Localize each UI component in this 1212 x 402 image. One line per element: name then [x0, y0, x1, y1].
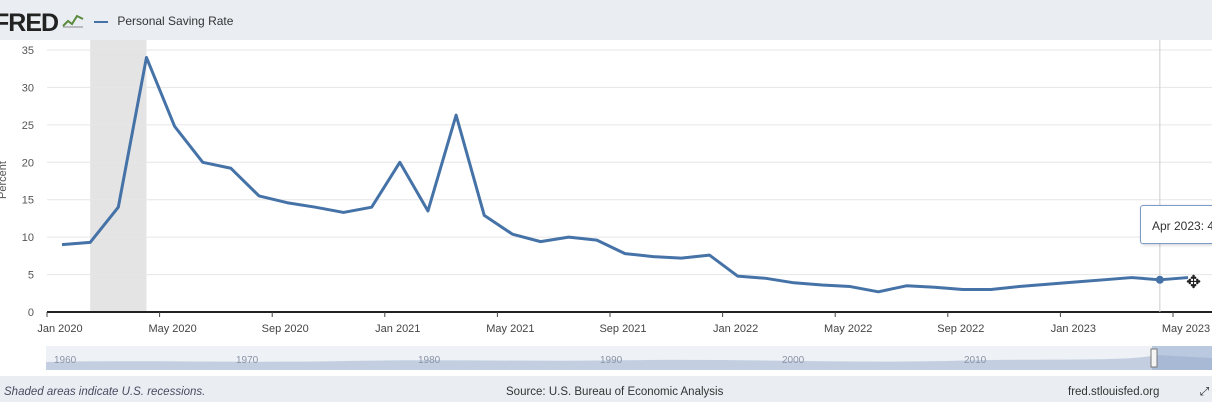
y-tick-label: 5 — [28, 270, 34, 282]
navigator-label: 2000 — [782, 355, 805, 366]
fred-logo: FRED — [0, 9, 59, 37]
line-chart[interactable]: 0 5 10 15 20 25 30 35 Percent Jan 2020 May 2020 Sep… — [0, 40, 1212, 346]
x-tick-label: Jan 2022 — [713, 323, 758, 335]
site-link[interactable]: fred.stlouisfed.org — [1068, 386, 1160, 398]
series-line — [61, 55, 1189, 294]
x-tick-label: May 2023 — [1162, 323, 1210, 335]
recession-note: Shaded areas indicate U.S. recessions. — [4, 386, 206, 398]
navigator-label: 2010 — [964, 355, 987, 366]
x-tick-label: May 2021 — [486, 323, 534, 335]
navigator-label: 1990 — [600, 355, 623, 366]
legend-swatch — [94, 20, 108, 23]
y-tick-label: 0 — [28, 307, 34, 319]
plot-background — [47, 40, 1212, 312]
tooltip-text: Apr 2023: 4 — [1152, 219, 1212, 233]
move-cursor-icon: ✥ — [1186, 272, 1202, 292]
navigator-handle — [1150, 348, 1158, 368]
y-tick-label: 10 — [22, 232, 34, 244]
data-tooltip: Apr 2023: 4 — [1140, 205, 1212, 244]
y-tick-label: 35 — [22, 45, 34, 57]
y-tick-label: 15 — [22, 195, 34, 207]
x-tick-label: Jan 2020 — [37, 323, 82, 335]
hover-point — [1155, 275, 1164, 284]
x-tick-label: May 2020 — [148, 323, 196, 335]
source-note: Source: U.S. Bureau of Economic Analysis — [506, 386, 724, 398]
x-tick-label: Sep 2020 — [262, 323, 309, 335]
navigator-area — [46, 355, 1212, 370]
x-tick-label: Sep 2021 — [599, 323, 646, 335]
navigator-window — [1152, 346, 1212, 370]
navigator-label: 1970 — [236, 355, 259, 366]
x-tick-label: Jan 2021 — [375, 323, 420, 335]
chart-header: FRED Personal Saving Rate — [0, 0, 1212, 40]
fullscreen-icon[interactable]: ⤢ — [1200, 386, 1210, 398]
recession-band — [90, 40, 147, 312]
legend-label: Personal Saving Rate — [117, 14, 234, 28]
y-axis-label: Percent — [0, 161, 9, 199]
x-tick-label: May 2022 — [824, 323, 872, 335]
navigator-label: 1960 — [54, 355, 77, 366]
x-tick-label: Jan 2023 — [1051, 323, 1096, 335]
fred-chart-logo-icon — [62, 14, 84, 28]
range-navigator[interactable]: 1960 1970 1980 1990 2000 2010 — [46, 346, 1212, 370]
y-tick-label: 20 — [22, 157, 34, 169]
navigator-label: 1980 — [418, 355, 441, 366]
y-tick-label: 30 — [22, 82, 34, 94]
legend-item[interactable]: Personal Saving Rate — [94, 14, 233, 28]
y-tick-label: 25 — [22, 120, 34, 132]
x-tick-label: Sep 2022 — [937, 323, 984, 335]
chart-footer: Shaded areas indicate U.S. recessions. S… — [0, 376, 1212, 402]
